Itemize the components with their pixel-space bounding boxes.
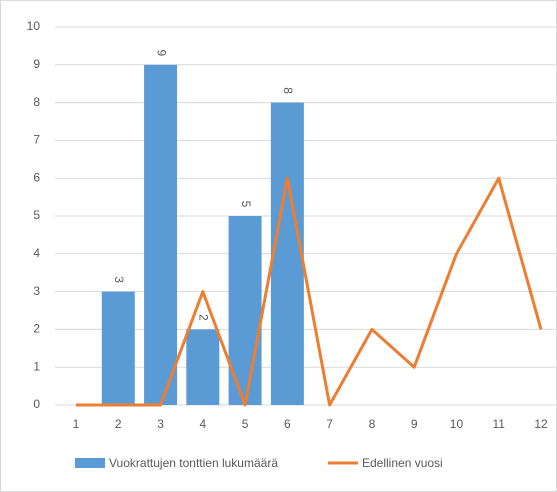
y-tick-label: 9 (33, 57, 40, 71)
y-tick-label: 0 (33, 397, 40, 411)
y-tick-label: 7 (33, 133, 40, 147)
y-tick-label: 1 (33, 359, 40, 373)
y-tick-label: 4 (33, 246, 40, 260)
y-tick-label: 8 (33, 95, 40, 109)
legend-label: Vuokrattujen tonttien lukumäärä (109, 456, 278, 470)
x-tick-label: 1 (73, 417, 80, 431)
data-label: 3 (112, 276, 126, 283)
bar (144, 64, 178, 406)
y-tick-label: 3 (33, 284, 40, 298)
x-tick-label: 5 (242, 417, 249, 431)
x-tick-label: 4 (199, 417, 206, 431)
y-tick-label: 2 (33, 322, 40, 336)
x-tick-label: 2 (115, 417, 122, 431)
x-tick-label: 8 (369, 417, 376, 431)
bar (101, 291, 135, 405)
y-tick-label: 6 (33, 170, 40, 184)
x-tick-label: 7 (326, 417, 333, 431)
x-tick-label: 12 (534, 417, 548, 431)
x-tick-label: 11 (492, 417, 505, 431)
bar (186, 329, 220, 405)
legend-swatch (75, 458, 105, 468)
line (76, 176, 543, 407)
legend-label: Edellinen vuosi (362, 456, 443, 470)
data-label: 8 (281, 87, 295, 94)
y-tick-label: 10 (27, 19, 41, 33)
x-tick-label: 10 (450, 417, 464, 431)
data-label: 2 (197, 314, 211, 321)
x-tick-label: 3 (157, 417, 164, 431)
bar (270, 102, 304, 405)
x-tick-label: 9 (411, 417, 418, 431)
x-tick-label: 6 (284, 417, 291, 431)
data-label: 9 (154, 49, 168, 56)
data-label: 5 (239, 201, 253, 208)
y-tick-label: 5 (33, 208, 40, 222)
